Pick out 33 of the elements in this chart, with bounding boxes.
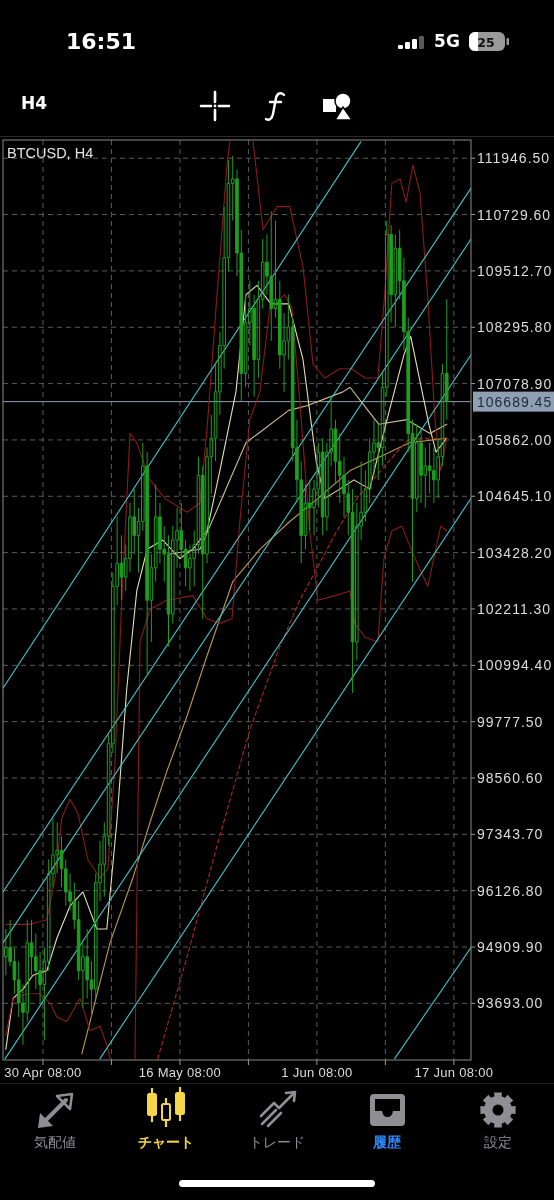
candlestick [320, 437, 325, 536]
y-tick-label: 108295.80 [477, 319, 553, 336]
x-tick-label: 30 Apr 08:00 [4, 1064, 82, 1080]
text: 5G [434, 31, 460, 51]
y-tick-label: 98560.60 [477, 770, 544, 786]
y-tick-label: 96126.80 [477, 882, 544, 899]
text: トレード [249, 1134, 305, 1150]
text: H4 [20, 93, 48, 113]
y-tick-label: 97343.70 [477, 826, 544, 843]
y-tick-label: 110729.60 [477, 206, 552, 223]
y-tick-label: 102211.30 [477, 600, 552, 617]
y-tick-label: 104645.10 [477, 488, 553, 505]
ref-line-label: 106689.45 [477, 393, 553, 410]
y-tick-label: 107078.90 [477, 375, 553, 392]
y-tick-label: 94909.90 [477, 939, 544, 956]
y-tick-label: 93693.00 [477, 995, 544, 1012]
y-tick-label: 103428.20 [477, 544, 553, 561]
text: 履歴 [372, 1134, 402, 1150]
y-tick-label: 100994.40 [477, 657, 553, 674]
x-tick-label: 16 May 08:00 [138, 1064, 222, 1080]
y-tick-label: 99777.50 [477, 713, 544, 730]
y-tick-label: 109512.70 [477, 262, 553, 279]
text: チャート [138, 1134, 194, 1150]
text: 16:51 [65, 28, 137, 54]
y-tick-label: 105862.00 [477, 431, 553, 448]
y-tick-label: 111946.50 [477, 150, 551, 167]
text: 25 [477, 34, 495, 50]
x-tick-label: 1 Jun 08:00 [281, 1064, 353, 1080]
text: 気配値 [34, 1134, 76, 1150]
chart-title: BTCUSD, H4 [7, 145, 94, 161]
text: 設定 [484, 1134, 512, 1150]
x-tick-label: 17 Jun 08:00 [414, 1064, 494, 1080]
candlestick [269, 210, 274, 342]
